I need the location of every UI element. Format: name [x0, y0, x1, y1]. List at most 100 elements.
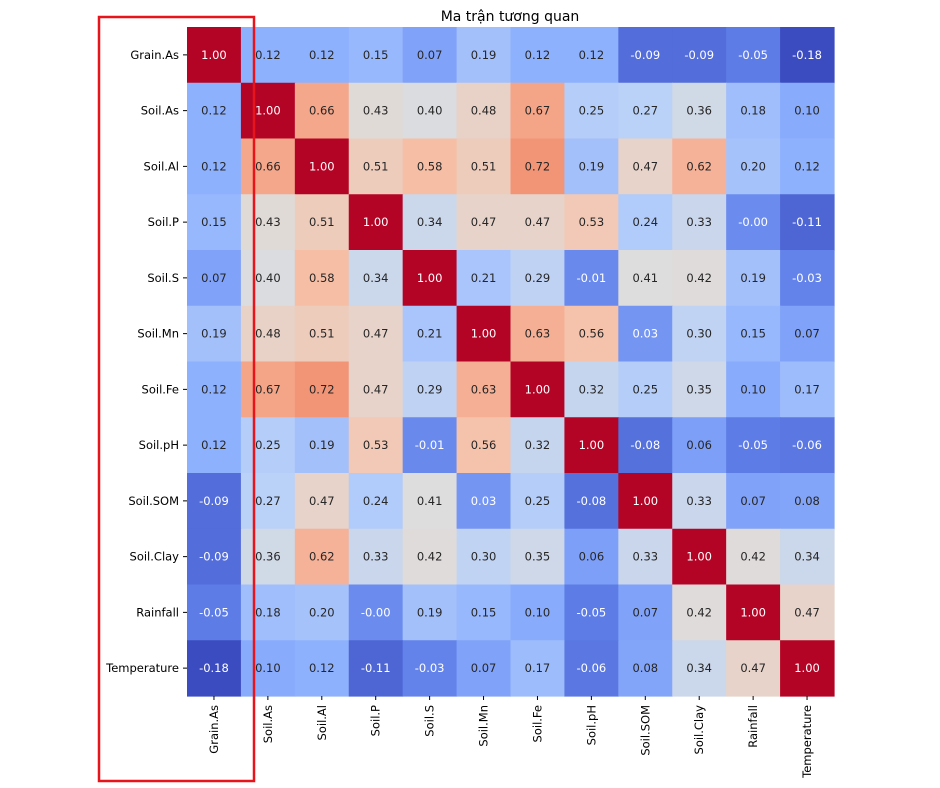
heatmap-cell: [672, 250, 727, 307]
cell-value-label: 0.66: [309, 104, 335, 118]
cell-value-label: 0.10: [255, 661, 281, 675]
heatmap-cell: [187, 27, 242, 84]
heatmap-cell: [348, 528, 404, 586]
cell-value-label: 0.07: [471, 661, 497, 675]
cell-value-label: 0.06: [686, 438, 712, 452]
heatmap-cell: [456, 584, 512, 641]
cell-value-label: 0.10: [525, 605, 551, 619]
heatmap-cell: [672, 584, 727, 641]
x-tick-label: Soil.SOM: [638, 705, 652, 756]
cell-value-label: 0.67: [525, 104, 551, 118]
heatmap-cell: [187, 138, 242, 195]
x-tick-label: Grain.As: [207, 705, 221, 754]
cell-value-label: -0.11: [361, 661, 391, 675]
cell-value-label: -0.18: [792, 48, 822, 62]
heatmap-cell: [348, 27, 404, 84]
heatmap-cell: [672, 82, 727, 140]
cell-value-label: 1.00: [471, 327, 497, 341]
cell-value-label: 0.53: [579, 215, 605, 229]
cell-value-label: -0.06: [576, 661, 606, 675]
cell-value-label: 0.25: [525, 494, 551, 508]
cell-value-label: 0.36: [255, 550, 281, 564]
x-tick-label: Soil.Clay: [692, 705, 706, 755]
heatmap-cell: [672, 138, 727, 195]
cell-value-label: 0.12: [201, 104, 227, 118]
cell-value-label: -0.08: [576, 494, 606, 508]
heatmap-cell: [780, 82, 835, 140]
heatmap-cell: [402, 138, 458, 195]
cell-value-label: 0.41: [632, 271, 658, 285]
cell-value-label: -0.08: [630, 438, 660, 452]
heatmap-cell: [187, 584, 242, 641]
heatmap-cell: [618, 305, 673, 363]
cell-value-label: 0.51: [363, 159, 389, 173]
cell-value-label: 0.10: [794, 104, 820, 118]
heatmap-cell: [726, 584, 781, 641]
cell-value-label: 0.12: [309, 48, 335, 62]
heatmap-cell: [564, 417, 619, 474]
heatmap-cell: [187, 473, 242, 530]
cell-value-label: 0.53: [363, 438, 389, 452]
heatmap-cell: [618, 82, 673, 140]
x-tick-label: Temperature: [800, 705, 814, 779]
cell-value-label: 1.00: [632, 494, 658, 508]
heatmap-cell: [348, 473, 404, 530]
heatmap-cell: [510, 417, 566, 474]
cell-value-label: 0.63: [525, 327, 551, 341]
heatmap-cell: [402, 584, 458, 641]
cell-value-label: -0.00: [361, 605, 391, 619]
y-tick-label: Soil.S: [147, 271, 179, 285]
cell-value-label: 0.48: [255, 327, 281, 341]
cell-value-label: 0.42: [740, 550, 766, 564]
cell-value-label: -0.01: [576, 271, 606, 285]
cell-value-label: 0.35: [525, 550, 551, 564]
heatmap-cell: [780, 305, 835, 363]
heatmap-cell: [510, 27, 566, 84]
heatmap-cell: [726, 305, 781, 363]
heatmap-cell: [780, 250, 835, 307]
cell-value-label: 0.42: [417, 550, 443, 564]
cell-value-label: 0.07: [740, 494, 766, 508]
y-tick-label: Soil.As: [141, 104, 179, 118]
heatmap-cell: [672, 27, 727, 84]
cell-value-label: 0.30: [471, 550, 497, 564]
heatmap-cell: [726, 528, 781, 586]
cell-value-label: 0.19: [740, 271, 766, 285]
heatmap-cells: 1.00 0.12 0.12 0.15 0.07 0.19 0.12 0.12 -0.09 -0.…: [187, 27, 835, 697]
heatmap-cell: [618, 584, 673, 641]
cell-value-label: 0.08: [632, 661, 658, 675]
cell-value-label: 0.12: [201, 159, 227, 173]
cell-value-label: 0.12: [794, 159, 820, 173]
heatmap-cell: [780, 417, 835, 474]
cell-value-label: 0.12: [255, 48, 281, 62]
heatmap-cell: [348, 250, 404, 307]
heatmap-cell: [780, 194, 835, 251]
heatmap-cell: [240, 640, 296, 697]
heatmap-cell: [618, 473, 673, 530]
heatmap-cell: [726, 640, 781, 697]
cell-value-label: -0.09: [199, 494, 229, 508]
heatmap-cell: [618, 27, 673, 84]
cell-value-label: 0.33: [686, 494, 712, 508]
heatmap-cell: [618, 528, 673, 586]
cell-value-label: 0.51: [309, 215, 335, 229]
cell-value-label: 0.51: [471, 159, 497, 173]
cell-value-label: 0.17: [525, 661, 551, 675]
cell-value-label: 0.72: [309, 382, 335, 396]
heatmap-cell: [348, 584, 404, 641]
cell-value-label: 0.34: [794, 550, 820, 564]
heatmap-cell: [294, 250, 350, 307]
heatmap-cell: [726, 82, 781, 140]
heatmap-cell: [672, 528, 727, 586]
cell-value-label: 0.41: [417, 494, 443, 508]
cell-value-label: 0.63: [471, 382, 497, 396]
heatmap-cell: [402, 417, 458, 474]
cell-value-label: 0.47: [363, 382, 389, 396]
cell-value-label: 1.00: [579, 438, 605, 452]
y-tick-label: Grain.As: [130, 48, 179, 62]
cell-value-label: -0.11: [792, 215, 822, 229]
cell-value-label: 0.19: [201, 327, 227, 341]
heatmap-cell: [780, 361, 835, 418]
heatmap-cell: [402, 528, 458, 586]
cell-value-label: 0.30: [686, 327, 712, 341]
